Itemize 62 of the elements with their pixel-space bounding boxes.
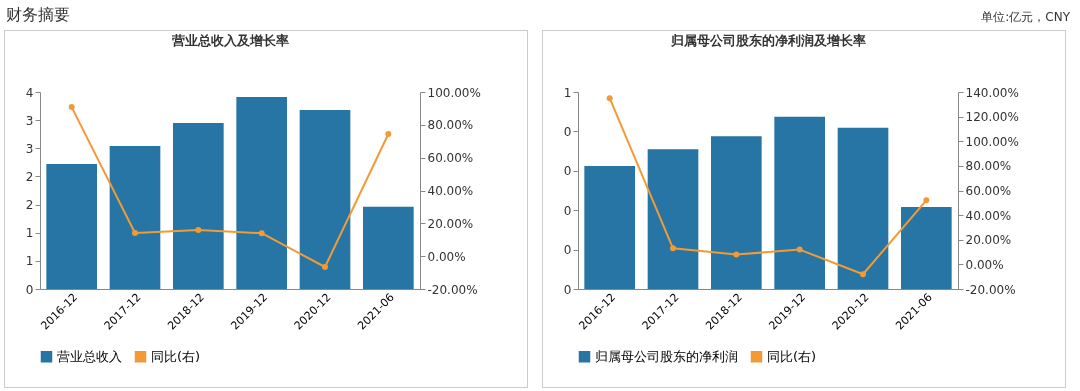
y2-tick-label: 80.00% [965, 159, 1012, 174]
y2-tick-label: 0.00% [965, 257, 1004, 272]
chart-title: 营业总收入及增长率 [170, 33, 289, 48]
point [195, 226, 202, 233]
bar [711, 136, 762, 289]
point [923, 197, 930, 204]
y2-tick-label: -20.00% [965, 282, 1016, 297]
point [322, 264, 328, 270]
text: 单位:亿元，CNY [981, 9, 1070, 26]
y2-tick-label: -20.00% [427, 282, 478, 297]
y-tick-label: 0 [563, 203, 572, 218]
y2-tick-label: 20.00% [427, 216, 474, 231]
y-tick-label: 2 [25, 169, 34, 184]
y-tick-label: 2 [25, 198, 34, 213]
y2-tick-label: 0.00% [427, 249, 466, 264]
legend-label: 同比(右) [151, 348, 201, 364]
y2-tick-label: 80.00% [427, 118, 474, 133]
y2-tick-label: 100.00% [427, 85, 481, 100]
y-tick-label: 0 [563, 164, 572, 179]
legend-label: 营业总收入 [57, 348, 122, 364]
y-tick-label: 1 [563, 85, 572, 100]
y2-tick-label: 60.00% [427, 151, 474, 166]
y2-tick-label: 60.00% [965, 184, 1012, 198]
point [68, 104, 75, 111]
bar [837, 127, 889, 289]
y-tick-label: 0 [563, 243, 572, 258]
y-tick-label: 0 [563, 282, 572, 297]
y-tick-label: 0 [25, 282, 34, 297]
y2-tick-label: 120.00% [965, 110, 1019, 125]
bar [363, 206, 414, 289]
bar [46, 164, 97, 289]
y2-tick-label: 100.00% [965, 134, 1019, 149]
bar [647, 149, 699, 289]
bar [173, 122, 224, 289]
bar [774, 116, 825, 289]
point [796, 246, 803, 253]
point [385, 131, 392, 138]
bar [109, 146, 161, 289]
y-tick-label: 3 [25, 113, 34, 128]
chart-title: 归属母公司股东的净利润及增长率 [669, 33, 866, 48]
bar [584, 166, 635, 289]
point [860, 271, 866, 278]
y-tick-label: 1 [25, 226, 34, 241]
y2-tick-label: 40.00% [965, 208, 1012, 223]
y-tick-label: 3 [25, 141, 34, 156]
point [258, 230, 265, 237]
point [606, 95, 613, 102]
point [670, 245, 676, 252]
bar [299, 110, 351, 289]
text: 财务摘要 [6, 5, 70, 26]
y-tick-label: 4 [25, 85, 34, 100]
point [733, 251, 740, 258]
y2-tick-label: 20.00% [965, 233, 1012, 248]
point [132, 230, 138, 237]
y2-tick-label: 40.00% [427, 184, 474, 198]
legend-label: 同比(右) [767, 348, 817, 364]
bar [901, 207, 952, 289]
y2-tick-label: 140.00% [965, 85, 1019, 100]
y-tick-label: 0 [563, 124, 572, 139]
bar [236, 97, 287, 289]
legend-label: 归属母公司股东的净利润 [595, 348, 738, 364]
y-tick-label: 1 [25, 254, 34, 269]
